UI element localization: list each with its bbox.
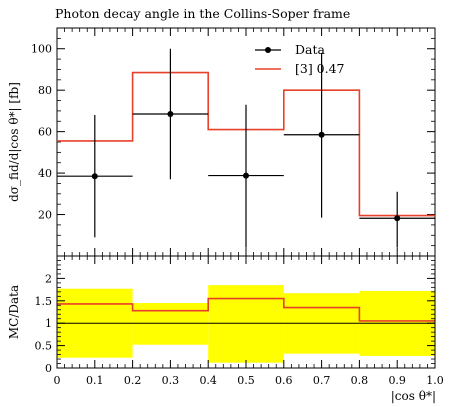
x-tick-label: 0.8 [351, 374, 369, 387]
uncertainty-band-bin [208, 285, 284, 363]
ratio-y-tick-label: 1 [45, 317, 52, 330]
ratio-y-tick-label: 0.5 [35, 340, 53, 353]
data-point [91, 173, 98, 180]
ratio-y-tick-label: 1.5 [35, 295, 53, 308]
legend: Data [3] 0.47 [255, 42, 345, 76]
main-y-tick-label: 40 [38, 167, 52, 180]
x-tick-label: 0.5 [237, 374, 255, 387]
ratio-y-axis-label: MC/Data [7, 285, 21, 339]
main-y-tick-label: 60 [38, 126, 52, 139]
x-axis-label: |cos θ*| [391, 389, 436, 403]
main-panel: 20 40 60 80 100 Data [3] 0.47 dσ_fid/d|cos θ… [7, 27, 436, 257]
x-tick-label: 0 [54, 374, 61, 387]
main-y-ticks [57, 37, 435, 247]
x-tick-label: 0.2 [124, 374, 142, 387]
legend-prediction-label: [3] 0.47 [295, 61, 345, 76]
data-point [394, 215, 401, 222]
data-point [243, 172, 249, 179]
chart-title: Photon decay angle in the Collins-Soper … [55, 6, 350, 21]
legend-data-label: Data [295, 42, 325, 57]
x-tick-label: 0.6 [275, 374, 293, 387]
data-point [167, 111, 174, 118]
main-y-tick-label: 100 [31, 43, 52, 56]
uncertainty-band-bin [132, 303, 209, 345]
main-y-axis-label: dσ_fid/d|cos θ*| [fb] [7, 82, 21, 202]
ratio-histogram-line [57, 297, 435, 322]
ratio-y-ticks [57, 260, 435, 369]
x-tick-label: 0.1 [86, 374, 104, 387]
main-y-tick-labels: 20 40 60 80 100 [31, 43, 52, 222]
ratio-y-tick-label: 2 [45, 272, 52, 285]
main-y-tick-label: 20 [38, 209, 52, 222]
x-tick-label: 0.4 [199, 374, 217, 387]
x-tick-label: 0.7 [313, 374, 331, 387]
uncertainty-band [57, 285, 435, 363]
main-y-tick-label: 80 [38, 84, 52, 97]
data-point [318, 131, 325, 138]
ratio-panel: 0 0.5 1 1.5 2 0 0.1 0.2 0.3 0.4 0.5 0.6 0.7 0.8 0.9 1.… [7, 28, 444, 403]
ratio-y-tick-labels: 0 0.5 1 1.5 2 [35, 272, 53, 375]
x-tick-label: 1.0 [426, 374, 444, 387]
data-points [57, 48, 435, 248]
x-ticks [56, 28, 436, 368]
ratio-histogram [57, 297, 435, 322]
x-tick-label: 0.3 [162, 374, 180, 387]
x-tick-label: 0.9 [388, 374, 406, 387]
legend-data-marker [265, 47, 271, 53]
x-tick-labels: 0 0.1 0.2 0.3 0.4 0.5 0.6 0.7 0.8 0.9 1.0 [54, 374, 444, 387]
ratio-y-tick-label: 0 [45, 362, 52, 375]
